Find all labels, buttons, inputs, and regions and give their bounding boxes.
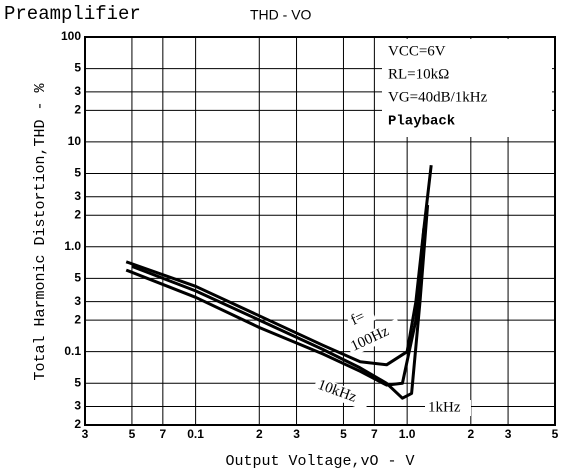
chart-title: Preamplifier [4,3,141,25]
y-tick-label: 5 [74,271,81,285]
y-tick-label: 5 [74,166,81,180]
condition-text: RL=10kΩ [388,66,449,82]
chart-subtitle: THD - VO [250,7,312,23]
x-tick-label: 5 [129,427,136,441]
x-axis-label: Output Voltage,vO - V [225,453,414,470]
y-tick-label: 0.1 [64,344,81,358]
x-tick-label: 0.1 [187,427,204,441]
series-line [131,204,430,400]
x-tick-label: 2 [256,427,263,441]
x-tick-label: 5 [340,427,347,441]
curve-annotation: 1kHz [428,399,461,415]
x-tick-label: 3 [293,427,300,441]
y-tick-label: 2 [74,312,81,326]
y-tick-label: 10 [68,134,82,148]
y-tick-label: 3 [74,84,81,98]
condition-text: VG=40dB/1kHz [388,89,488,105]
y-axis-label: Total Harmonic Distortion,THD - % [32,82,49,380]
y-tick-label: 3 [74,294,81,308]
annotation-bg [345,318,404,357]
y-tick-label: 2 [74,417,81,431]
x-tick-label: 5 [552,427,559,441]
annotation-bg [425,400,471,416]
x-tick-label: 3 [505,427,512,441]
y-tick-label: 2 [74,207,81,221]
y-tick-label: 3 [74,399,81,413]
condition-text: Playback [388,114,455,130]
y-tick-label: 5 [74,61,81,75]
annotation-bg [345,305,377,331]
y-tick-label: 5 [74,375,81,389]
x-tick-label: 2 [467,427,474,441]
y-tick-label: 3 [74,189,81,203]
y-tick-label: 100 [61,29,81,43]
x-tick-label: 7 [371,427,378,441]
annotation-bg [312,376,371,411]
condition-text: VCC=6V [388,43,446,59]
y-tick-label: 2 [74,102,81,116]
curve-annotation: 10kHz [315,377,358,406]
y-tick-label: 1.0 [64,239,81,253]
x-tick-label: 7 [159,427,166,441]
x-tick-label: 1.0 [399,427,416,441]
curve-annotation: f= [348,309,367,329]
x-tick-label: 3 [82,427,89,441]
conditions-box [382,39,552,137]
series-line [125,228,426,387]
